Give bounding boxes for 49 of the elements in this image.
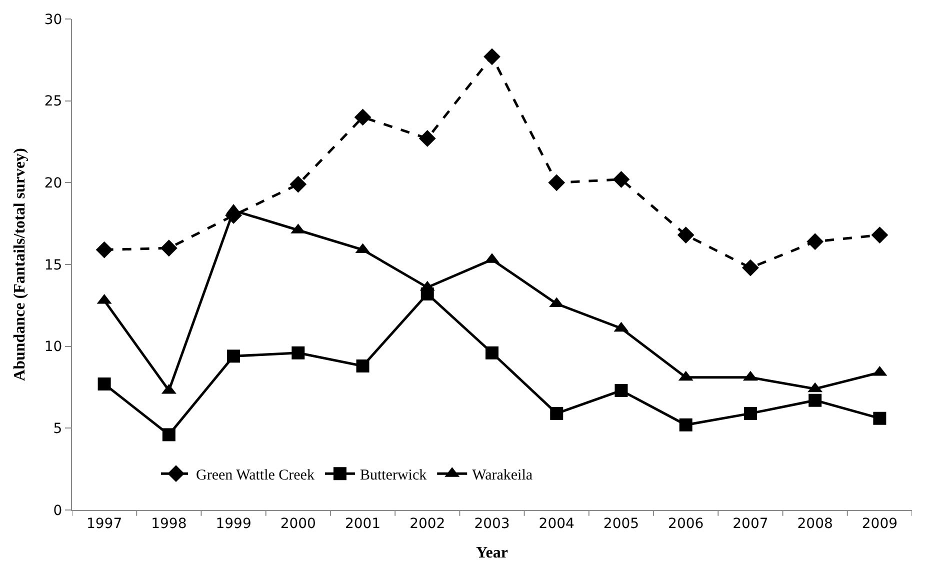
point — [227, 350, 240, 363]
point — [871, 226, 888, 244]
point — [548, 174, 566, 192]
point — [484, 48, 500, 66]
point — [486, 346, 498, 360]
x-tick-label: 2008 — [797, 516, 833, 532]
point — [744, 406, 757, 420]
point — [550, 406, 564, 420]
x-tick-label: 2003 — [474, 516, 510, 532]
y-tick-label: 20 — [44, 176, 62, 192]
x-tick-label: 2006 — [668, 516, 704, 532]
point — [679, 418, 692, 432]
y-tick-label: 15 — [44, 257, 62, 274]
x-tick-label: 2004 — [538, 516, 575, 532]
y-tick-label: 10 — [44, 339, 62, 356]
x-tick-label: 2000 — [280, 516, 316, 532]
point — [873, 412, 886, 425]
point — [98, 377, 111, 390]
x-tick-label: 2002 — [410, 516, 446, 532]
point — [808, 394, 822, 407]
legend-label: Warakeila — [472, 467, 533, 484]
y-tick-label: 25 — [44, 94, 62, 110]
x-tick-label: 1997 — [86, 516, 122, 532]
y-axis-title: Abundance (Fantails/total survey) — [11, 148, 28, 381]
point — [806, 233, 824, 250]
point — [96, 241, 113, 258]
y-tick-label: 5 — [53, 421, 62, 438]
point — [290, 176, 307, 193]
x-tick-label: 2001 — [344, 516, 381, 532]
x-tick-label: 1998 — [151, 516, 187, 532]
x-axis-title: Year — [476, 544, 508, 562]
point — [614, 384, 628, 398]
point — [356, 359, 370, 372]
x-tick-label: 1999 — [216, 516, 252, 532]
point — [354, 108, 372, 126]
x-tick-label: 2007 — [732, 516, 768, 532]
y-tick-label: 30 — [44, 12, 62, 28]
point — [612, 170, 630, 188]
y-tick-label: 0 — [53, 502, 62, 519]
x-tick-label: 2009 — [862, 516, 898, 532]
point — [160, 240, 178, 257]
point — [162, 428, 176, 442]
legend-label: Butterwick — [360, 467, 428, 484]
x-tick-label: 2005 — [603, 516, 640, 532]
point — [677, 226, 694, 244]
point — [742, 259, 759, 276]
point — [418, 130, 436, 147]
legend-label: Green Wattle Creek — [196, 467, 315, 484]
point — [292, 346, 305, 360]
